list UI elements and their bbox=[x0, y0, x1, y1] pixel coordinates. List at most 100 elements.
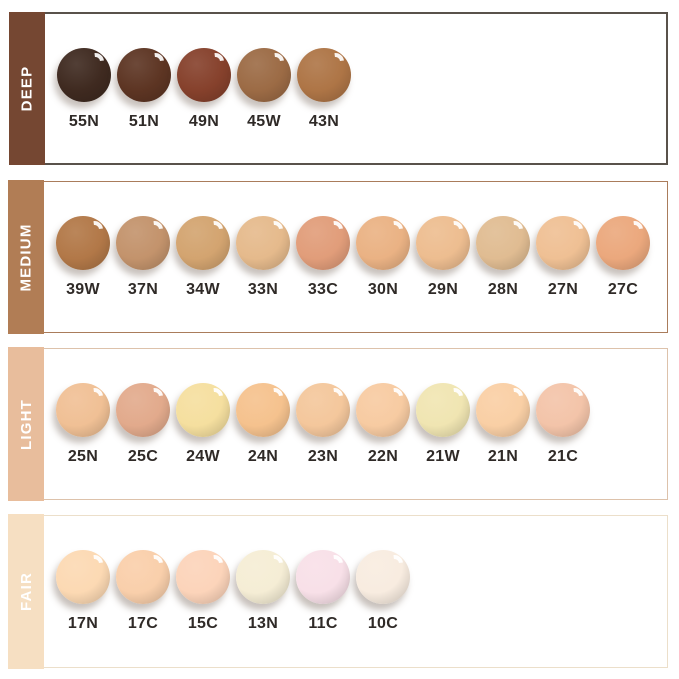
swatch-29n: 29N bbox=[416, 216, 470, 299]
gloss-highlight-icon bbox=[142, 384, 167, 409]
shade-row-medium: MEDIUM 39W 37N 34W 33N 33C 30N 29N 28N 27N 27C bbox=[8, 180, 668, 334]
swatch-drop-10c bbox=[356, 550, 410, 604]
shade-code-label: 27C bbox=[607, 281, 639, 298]
swatch-49n: 49N bbox=[177, 48, 231, 131]
shade-code-label: 29N bbox=[427, 281, 459, 298]
shade-code-label: 11C bbox=[308, 615, 338, 632]
swatch-drop-55n bbox=[57, 48, 111, 102]
swatch-17n: 17N bbox=[56, 550, 110, 633]
swatch-drop-21n bbox=[476, 383, 530, 437]
gloss-highlight-icon bbox=[382, 384, 407, 409]
shade-code-label: 39W bbox=[66, 281, 100, 298]
swatch-drop-27n bbox=[536, 216, 590, 270]
swatch-25c: 25C bbox=[116, 383, 170, 466]
swatch-drop-17c bbox=[116, 550, 170, 604]
shade-code-label: 43N bbox=[308, 113, 340, 130]
shade-code-label: 13N bbox=[247, 615, 279, 632]
shade-code-label: 49N bbox=[188, 113, 220, 130]
swatch-drop-33c bbox=[296, 216, 350, 270]
shade-code-label: 25N bbox=[67, 448, 99, 465]
swatch-23n: 23N bbox=[296, 383, 350, 466]
swatch-drop-24n bbox=[236, 383, 290, 437]
swatch-51n: 51N bbox=[117, 48, 171, 131]
swatch-drop-33n bbox=[236, 216, 290, 270]
swatch-21n: 21N bbox=[476, 383, 530, 466]
shade-code-label: 28N bbox=[487, 281, 519, 298]
swatch-drop-49n bbox=[177, 48, 231, 102]
shade-code-label: 24N bbox=[247, 448, 279, 465]
gloss-highlight-icon bbox=[562, 217, 587, 242]
gloss-highlight-icon bbox=[322, 217, 347, 242]
swatch-strip-medium: 39W 37N 34W 33N 33C 30N 29N 28N 27N 27C bbox=[44, 182, 667, 332]
gloss-highlight-icon bbox=[323, 49, 348, 74]
swatch-drop-29n bbox=[416, 216, 470, 270]
swatch-33c: 33C bbox=[296, 216, 350, 299]
shade-code-label: 30N bbox=[367, 281, 399, 298]
swatch-strip-fair: 17N 17C 15C 13N 11C 10C bbox=[44, 516, 667, 667]
category-label-light: LIGHT bbox=[17, 398, 35, 450]
gloss-highlight-icon bbox=[142, 217, 167, 242]
shade-code-label: 17C bbox=[127, 615, 159, 632]
swatch-10c: 10C bbox=[356, 550, 410, 633]
gloss-highlight-icon bbox=[382, 551, 407, 576]
swatch-24w: 24W bbox=[176, 383, 230, 466]
gloss-highlight-icon bbox=[502, 217, 527, 242]
category-band-medium: MEDIUM bbox=[8, 180, 44, 334]
swatch-drop-39w bbox=[56, 216, 110, 270]
shade-code-label: 22N bbox=[367, 448, 399, 465]
gloss-highlight-icon bbox=[142, 551, 167, 576]
swatch-drop-45w bbox=[237, 48, 291, 102]
swatch-24n: 24N bbox=[236, 383, 290, 466]
category-band-fair: FAIR bbox=[8, 514, 44, 669]
shade-code-label: 55N bbox=[68, 113, 100, 130]
shade-code-label: 17N bbox=[67, 615, 99, 632]
shade-code-label: 34W bbox=[186, 281, 220, 298]
shade-code-label: 21C bbox=[547, 448, 579, 465]
gloss-highlight-icon bbox=[262, 384, 287, 409]
shade-code-label: 24W bbox=[186, 448, 220, 465]
swatch-43n: 43N bbox=[297, 48, 351, 131]
swatch-drop-17n bbox=[56, 550, 110, 604]
swatch-drop-13n bbox=[236, 550, 290, 604]
swatch-25n: 25N bbox=[56, 383, 110, 466]
shade-code-label: 21N bbox=[487, 448, 519, 465]
gloss-highlight-icon bbox=[322, 384, 347, 409]
swatch-27c: 27C bbox=[596, 216, 650, 299]
shade-code-label: 33N bbox=[247, 281, 279, 298]
gloss-highlight-icon bbox=[202, 384, 227, 409]
swatch-drop-30n bbox=[356, 216, 410, 270]
swatch-37n: 37N bbox=[116, 216, 170, 299]
gloss-highlight-icon bbox=[502, 384, 527, 409]
shade-code-label: 23N bbox=[307, 448, 339, 465]
shade-code-label: 25C bbox=[127, 448, 159, 465]
swatch-drop-37n bbox=[116, 216, 170, 270]
swatch-30n: 30N bbox=[356, 216, 410, 299]
swatch-drop-21w bbox=[416, 383, 470, 437]
swatch-11c: 11C bbox=[296, 550, 350, 633]
swatch-drop-15c bbox=[176, 550, 230, 604]
swatch-22n: 22N bbox=[356, 383, 410, 466]
swatch-drop-23n bbox=[296, 383, 350, 437]
gloss-highlight-icon bbox=[262, 551, 287, 576]
gloss-highlight-icon bbox=[143, 49, 168, 74]
swatch-33n: 33N bbox=[236, 216, 290, 299]
gloss-highlight-icon bbox=[82, 551, 107, 576]
shade-row-light: LIGHT 25N 25C 24W 24N 23N 22N 21W 21N 21C bbox=[8, 347, 668, 501]
gloss-highlight-icon bbox=[263, 49, 288, 74]
swatch-17c: 17C bbox=[116, 550, 170, 633]
shade-code-label: 33C bbox=[307, 281, 339, 298]
shade-row-fair: FAIR 17N 17C 15C 13N 11C 10C bbox=[8, 514, 668, 669]
swatch-drop-34w bbox=[176, 216, 230, 270]
gloss-highlight-icon bbox=[442, 217, 467, 242]
category-label-medium: MEDIUM bbox=[17, 222, 35, 292]
swatch-45w: 45W bbox=[237, 48, 291, 131]
swatch-15c: 15C bbox=[176, 550, 230, 633]
swatch-drop-25c bbox=[116, 383, 170, 437]
shade-code-label: 27N bbox=[547, 281, 579, 298]
swatch-28n: 28N bbox=[476, 216, 530, 299]
gloss-highlight-icon bbox=[382, 217, 407, 242]
swatch-drop-51n bbox=[117, 48, 171, 102]
shade-code-label: 51N bbox=[128, 113, 160, 130]
gloss-highlight-icon bbox=[202, 551, 227, 576]
